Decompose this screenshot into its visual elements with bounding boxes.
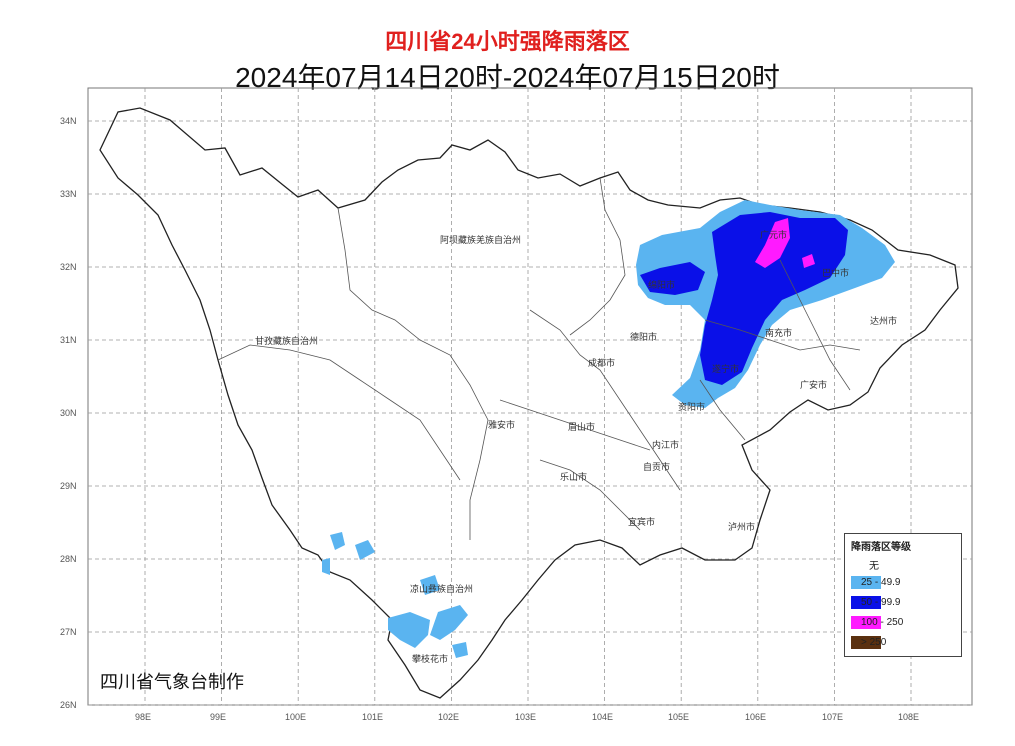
legend-label: > 250 xyxy=(861,637,887,648)
lat-label: 32N xyxy=(60,262,77,272)
place-label: 广元市 xyxy=(760,229,787,240)
place-label: 阿坝藏族羌族自治州 xyxy=(440,234,521,245)
lat-label: 29N xyxy=(60,481,77,491)
place-label: 广安市 xyxy=(800,379,827,390)
lon-label: 103E xyxy=(515,712,536,722)
place-label: 绵阳市 xyxy=(648,279,675,290)
legend-label: 100 - 250 xyxy=(861,617,904,628)
map-title: 四川省24小时强降雨落区 xyxy=(385,29,630,54)
legend-item: 100 - 250 xyxy=(851,616,955,629)
lat-label: 31N xyxy=(60,335,77,345)
sichuan-outline xyxy=(99,107,959,699)
legend-swatch xyxy=(851,636,881,649)
place-label: 眉山市 xyxy=(568,421,595,432)
place-label: 巴中市 xyxy=(822,267,849,278)
place-label: 泸州市 xyxy=(728,521,755,532)
lon-label: 106E xyxy=(745,712,766,722)
place-label: 宜宾市 xyxy=(628,516,655,527)
lon-label: 102E xyxy=(438,712,459,722)
lon-label: 104E xyxy=(592,712,613,722)
legend-title: 降雨落区等级 xyxy=(851,542,911,553)
lat-label: 30N xyxy=(60,408,77,418)
place-label: 凉山彝族自治州 xyxy=(410,583,473,594)
place-label: 雅安市 xyxy=(488,419,515,430)
place-label: 甘孜藏族自治州 xyxy=(255,335,318,346)
lat-label: 28N xyxy=(60,554,77,564)
lon-label: 108E xyxy=(898,712,919,722)
legend-label: 50 - 99.9 xyxy=(861,597,901,608)
legend-item: 无 xyxy=(851,556,955,572)
lat-label: 33N xyxy=(60,189,77,199)
legend-swatch xyxy=(851,616,881,629)
place-label: 遂宁市 xyxy=(712,363,739,374)
map-frame xyxy=(87,87,973,706)
legend-item: 50 - 99.9 xyxy=(851,596,955,609)
lon-label: 98E xyxy=(135,712,151,722)
lon-label: 105E xyxy=(668,712,689,722)
lat-label: 26N xyxy=(60,700,77,710)
legend: 降雨落区等级 无 25 - 49.9 50 - 99.9 100 - 250 >… xyxy=(844,533,962,657)
place-label: 自贡市 xyxy=(643,461,670,472)
place-label: 南充市 xyxy=(765,327,792,338)
place-label: 资阳市 xyxy=(678,401,705,412)
place-label: 成都市 xyxy=(588,357,615,368)
legend-label: 无 xyxy=(869,561,879,572)
lon-label: 107E xyxy=(822,712,843,722)
legend-swatch xyxy=(851,576,881,589)
place-label: 德阳市 xyxy=(630,331,657,342)
lat-label: 27N xyxy=(60,627,77,637)
legend-swatch xyxy=(851,596,881,609)
place-label: 攀枝花市 xyxy=(412,653,448,664)
legend-item: > 250 xyxy=(851,636,955,649)
place-label: 乐山市 xyxy=(560,471,587,482)
place-label: 达州市 xyxy=(870,315,897,326)
rain-zone-100-250 xyxy=(755,218,815,268)
place-labels: 阿坝藏族羌族自治州 甘孜藏族自治州 凉山彝族自治州 攀枝花市 雅安市 眉山市 乐… xyxy=(255,229,897,664)
lat-label: 34N xyxy=(60,116,77,126)
lon-labels: 98E 99E 100E 101E 102E 103E 104E 105E 10… xyxy=(135,712,919,722)
lon-label: 100E xyxy=(285,712,306,722)
lon-label: 101E xyxy=(362,712,383,722)
legend-item: 25 - 49.9 xyxy=(851,576,955,589)
city-boundaries xyxy=(217,177,861,540)
legend-swatch xyxy=(851,556,881,569)
legend-label: 25 - 49.9 xyxy=(861,577,901,588)
lon-label: 99E xyxy=(210,712,226,722)
credit-label: 四川省气象台制作 xyxy=(100,672,244,692)
lat-lon-grid xyxy=(88,88,972,706)
place-label: 内江市 xyxy=(652,439,679,450)
lat-labels: 34N 33N 32N 31N 30N 29N 28N 27N 26N xyxy=(60,116,77,710)
